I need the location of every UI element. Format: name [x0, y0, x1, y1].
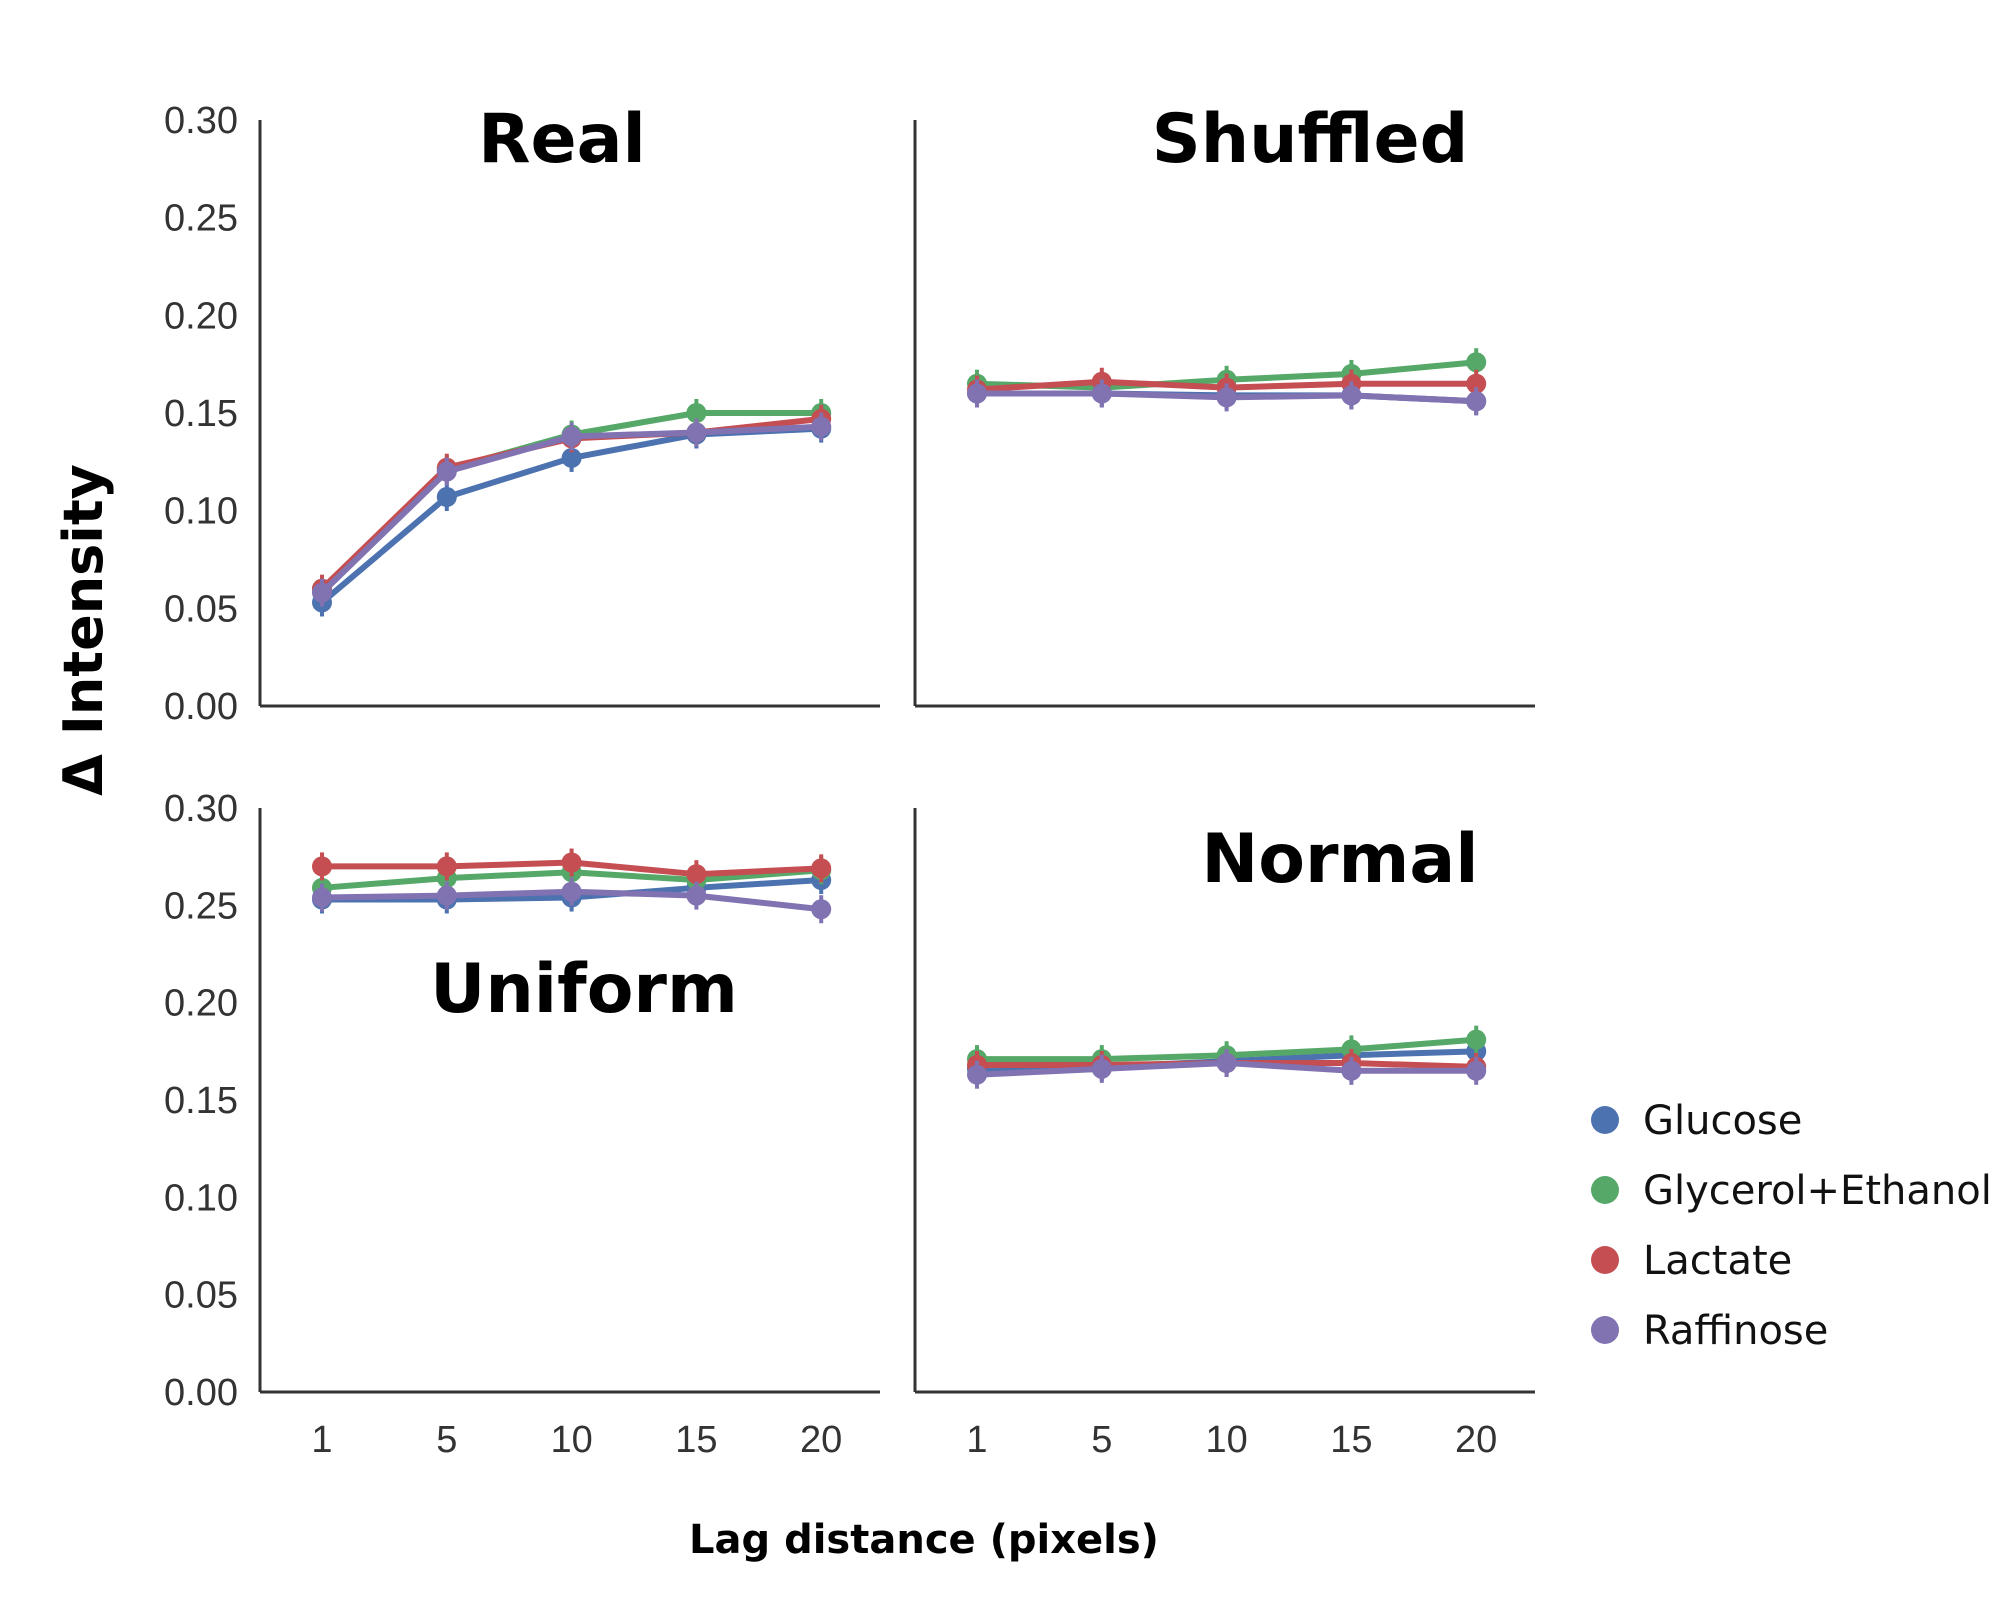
- legend-marker: [1591, 1316, 1619, 1344]
- x-tick-label: 5: [1091, 1419, 1112, 1461]
- x-tick-label: 10: [1205, 1419, 1247, 1461]
- y-tick-label: 0.30: [164, 788, 238, 830]
- data-point: [561, 881, 582, 902]
- legend-marker: [1591, 1176, 1619, 1204]
- data-point: [1466, 373, 1487, 394]
- data-point: [1466, 1029, 1487, 1050]
- data-point: [967, 383, 987, 404]
- y-tick-label: 0.15: [164, 1080, 238, 1122]
- x-tick-label: 20: [1455, 1419, 1497, 1461]
- y-tick-label: 0.25: [164, 198, 238, 240]
- data-point: [967, 1064, 987, 1085]
- data-point: [561, 426, 582, 447]
- y-tick-label: 0.20: [164, 983, 238, 1025]
- panel-title: Real: [478, 100, 646, 179]
- x-tick-label: 1: [966, 1419, 987, 1461]
- x-tick-label: 5: [436, 1419, 457, 1461]
- x-tick-label: 10: [550, 1419, 592, 1461]
- panel-title: Uniform: [430, 950, 738, 1029]
- data-point: [561, 852, 582, 873]
- x-tick-label: 1: [311, 1419, 332, 1461]
- legend-marker: [1591, 1106, 1619, 1134]
- data-point: [1091, 1058, 1112, 1079]
- data-point: [811, 899, 832, 920]
- data-point: [436, 856, 457, 877]
- y-tick-label: 0.30: [164, 100, 238, 142]
- y-tick-label: 0.20: [164, 295, 238, 337]
- y-axis-label: Δ Intensity: [52, 464, 115, 796]
- legend-label: Glycerol+Ethanol: [1643, 1168, 1992, 1214]
- data-point: [811, 416, 832, 437]
- panel-title: Normal: [1201, 820, 1478, 899]
- y-tick-label: 0.10: [164, 491, 238, 533]
- x-tick-label: 15: [1330, 1419, 1372, 1461]
- data-point: [686, 422, 707, 443]
- y-tick-label: 0.10: [164, 1177, 238, 1219]
- data-point: [686, 864, 707, 885]
- data-point: [312, 582, 332, 603]
- y-tick-label: 0.00: [164, 1372, 238, 1414]
- panel-title: Shuffled: [1152, 100, 1469, 179]
- data-point: [1466, 1060, 1487, 1081]
- data-point: [1216, 1053, 1237, 1074]
- data-point: [1341, 1060, 1362, 1081]
- y-tick-label: 0.05: [164, 1275, 238, 1317]
- data-point: [436, 486, 457, 507]
- data-point: [1091, 383, 1112, 404]
- data-point: [811, 858, 832, 879]
- data-point: [312, 856, 332, 877]
- x-axis-label: Lag distance (pixels): [689, 1517, 1159, 1563]
- legend-marker: [1591, 1246, 1619, 1274]
- legend-label: Glucose: [1643, 1098, 1802, 1144]
- y-tick-label: 0.00: [164, 686, 238, 728]
- x-tick-label: 20: [800, 1419, 842, 1461]
- data-point: [436, 885, 457, 906]
- data-point: [561, 447, 582, 468]
- data-point: [1466, 391, 1487, 412]
- y-tick-label: 0.25: [164, 885, 238, 927]
- x-tick-label: 15: [675, 1419, 717, 1461]
- data-point: [686, 885, 707, 906]
- legend-label: Lactate: [1643, 1238, 1792, 1284]
- legend-label: Raffinose: [1643, 1308, 1828, 1354]
- y-tick-label: 0.05: [164, 588, 238, 630]
- data-point: [1466, 352, 1487, 373]
- data-point: [436, 461, 457, 482]
- data-point: [686, 403, 707, 423]
- data-point: [1216, 387, 1237, 408]
- data-point: [312, 887, 332, 908]
- y-tick-label: 0.15: [164, 393, 238, 435]
- data-point: [1341, 385, 1362, 406]
